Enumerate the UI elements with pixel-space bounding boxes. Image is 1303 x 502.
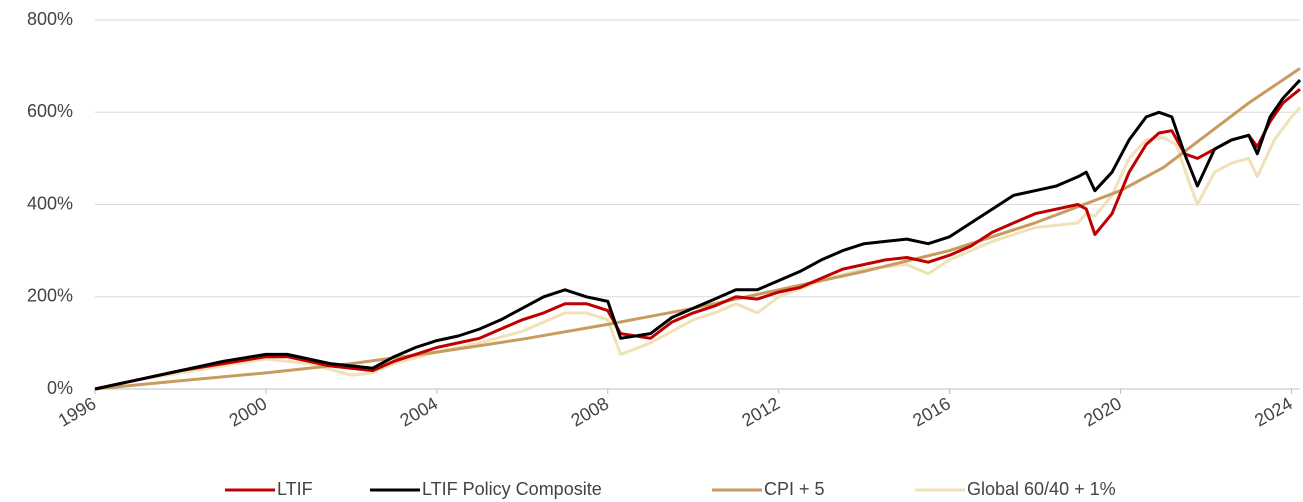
legend-label: LTIF [277,479,313,499]
x-tick-label: 2012 [738,393,783,430]
x-tick-label: 1996 [55,393,100,430]
series-line [94,67,1301,391]
x-tick-label: 2016 [909,393,954,430]
y-tick-label: 800% [27,9,73,29]
y-tick-label: 600% [27,101,73,121]
y-tick-label: 400% [27,193,73,213]
x-tick-label: 2024 [1251,393,1296,430]
x-tick-label: 2008 [567,393,612,430]
series-line [94,78,1302,391]
x-tick-label: 2020 [1080,393,1125,430]
series-line [94,106,1302,391]
x-tick-label: 2000 [226,393,271,430]
series-line [94,88,1301,391]
x-tick-label: 2004 [397,393,442,430]
legend-label: Global 60/40 + 1% [967,479,1116,499]
legend-label: CPI + 5 [764,479,825,499]
y-tick-label: 0% [47,378,73,398]
legend-label: LTIF Policy Composite [422,479,602,499]
y-tick-label: 200% [27,286,73,306]
